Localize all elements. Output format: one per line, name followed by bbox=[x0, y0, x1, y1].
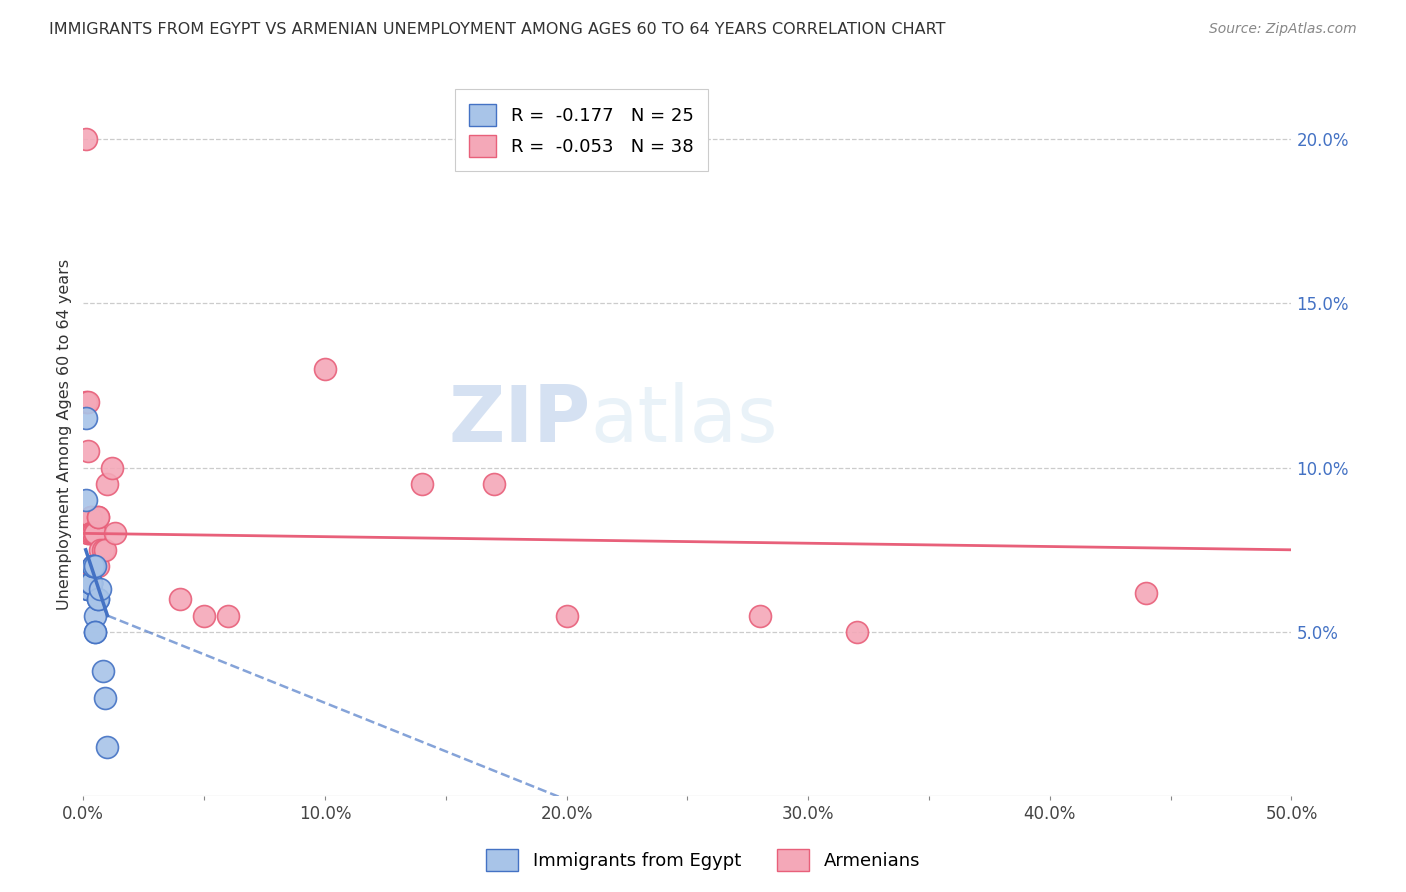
Point bbox=[314, 362, 336, 376]
Point bbox=[193, 608, 215, 623]
Text: atlas: atlas bbox=[591, 383, 779, 458]
Legend: R =  -0.177   N = 25, R =  -0.053   N = 38: R = -0.177 N = 25, R = -0.053 N = 38 bbox=[454, 89, 709, 171]
Point bbox=[96, 740, 118, 755]
Point bbox=[169, 592, 191, 607]
Point bbox=[89, 542, 111, 557]
Point bbox=[75, 394, 97, 409]
Point bbox=[84, 625, 107, 640]
Point bbox=[84, 608, 107, 623]
Point bbox=[79, 575, 101, 590]
Point bbox=[91, 665, 114, 679]
Point bbox=[75, 411, 97, 425]
Point bbox=[555, 608, 578, 623]
Point bbox=[79, 575, 101, 590]
Point bbox=[75, 575, 97, 590]
Point bbox=[82, 559, 104, 574]
Point bbox=[91, 542, 114, 557]
Point bbox=[84, 526, 107, 541]
Point bbox=[75, 493, 97, 508]
Point bbox=[82, 526, 104, 541]
Point bbox=[77, 394, 100, 409]
Point bbox=[77, 582, 100, 597]
Legend: Immigrants from Egypt, Armenians: Immigrants from Egypt, Armenians bbox=[478, 842, 928, 879]
Point bbox=[79, 575, 101, 590]
Point bbox=[77, 444, 100, 458]
Point bbox=[87, 592, 110, 607]
Point bbox=[75, 132, 97, 146]
Point bbox=[1135, 585, 1157, 599]
Point bbox=[79, 526, 101, 541]
Point bbox=[89, 582, 111, 597]
Point bbox=[77, 526, 100, 541]
Point bbox=[87, 510, 110, 524]
Point bbox=[94, 542, 117, 557]
Point bbox=[84, 625, 107, 640]
Point bbox=[94, 690, 117, 705]
Point bbox=[748, 608, 770, 623]
Point bbox=[84, 526, 107, 541]
Text: Source: ZipAtlas.com: Source: ZipAtlas.com bbox=[1209, 22, 1357, 37]
Point bbox=[77, 582, 100, 597]
Point bbox=[77, 582, 100, 597]
Point bbox=[79, 510, 101, 524]
Point bbox=[411, 477, 433, 491]
Point bbox=[82, 559, 104, 574]
Text: IMMIGRANTS FROM EGYPT VS ARMENIAN UNEMPLOYMENT AMONG AGES 60 TO 64 YEARS CORRELA: IMMIGRANTS FROM EGYPT VS ARMENIAN UNEMPL… bbox=[49, 22, 946, 37]
Point bbox=[482, 477, 505, 491]
Point bbox=[77, 575, 100, 590]
Point bbox=[77, 575, 100, 590]
Point bbox=[84, 526, 107, 541]
Point bbox=[82, 526, 104, 541]
Point bbox=[79, 575, 101, 590]
Point bbox=[217, 608, 239, 623]
Point bbox=[77, 582, 100, 597]
Point bbox=[87, 510, 110, 524]
Point bbox=[79, 510, 101, 524]
Point bbox=[82, 559, 104, 574]
Y-axis label: Unemployment Among Ages 60 to 64 years: Unemployment Among Ages 60 to 64 years bbox=[58, 260, 72, 610]
Point bbox=[87, 592, 110, 607]
Point bbox=[87, 559, 110, 574]
Point bbox=[79, 575, 101, 590]
Point bbox=[104, 526, 127, 541]
Point bbox=[96, 477, 118, 491]
Text: ZIP: ZIP bbox=[449, 383, 591, 458]
Point bbox=[82, 559, 104, 574]
Point bbox=[845, 625, 868, 640]
Point bbox=[79, 575, 101, 590]
Point bbox=[79, 526, 101, 541]
Point bbox=[101, 460, 124, 475]
Point bbox=[77, 526, 100, 541]
Point bbox=[84, 559, 107, 574]
